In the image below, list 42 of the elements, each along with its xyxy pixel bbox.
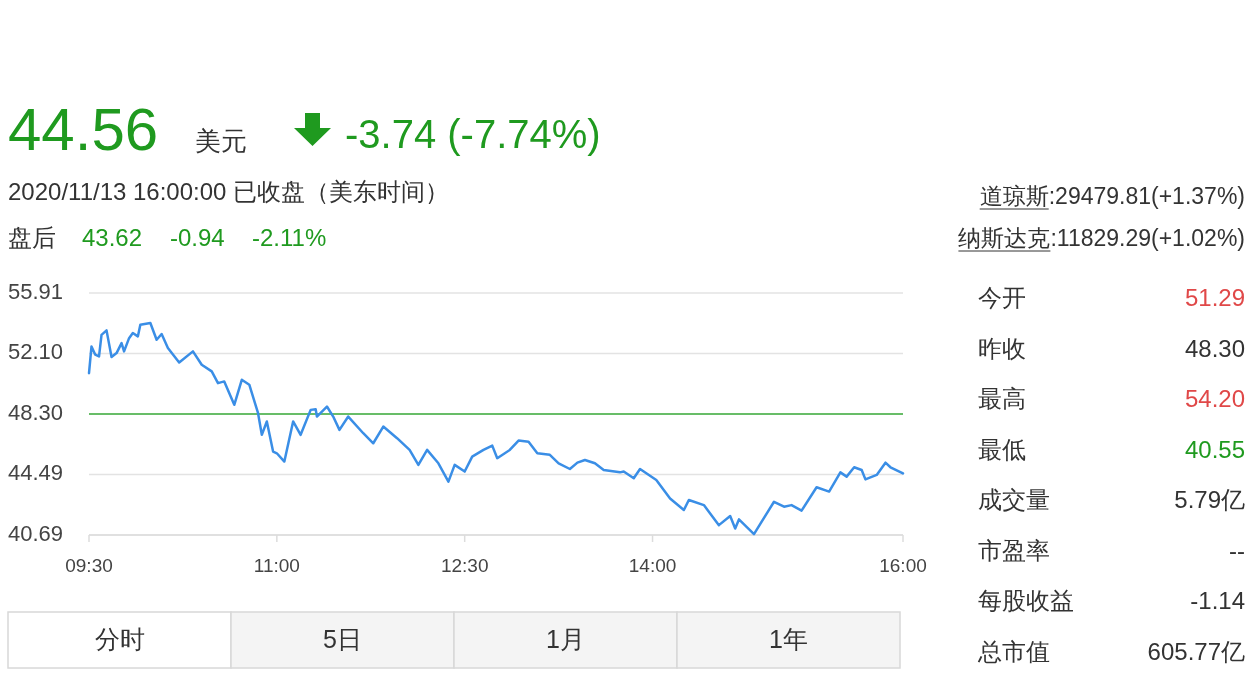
text: -0.94 [170, 224, 225, 251]
text: 51.29 [1184, 284, 1245, 311]
text: 每股收益 [978, 587, 1074, 614]
text: 昨收 [978, 334, 1026, 362]
text: 道琼斯 [979, 183, 1049, 209]
text: 成交量 [978, 486, 1050, 513]
y-tick-label: 48.30 [8, 399, 64, 425]
text: :29479.81(+1.37%) [1048, 183, 1245, 209]
text: -3.74 (-7.74%) [345, 112, 601, 156]
x-tick-label: 14:00 [628, 555, 677, 577]
y-tick-label: 44.49 [8, 460, 64, 486]
text: 总市值 [977, 637, 1050, 665]
text: 44.56 [8, 96, 159, 163]
text: -1.14 [1190, 587, 1245, 614]
text: 48.30 [1184, 334, 1245, 362]
x-tick-label: 16:00 [879, 555, 927, 577]
text: 盘后 [8, 224, 56, 251]
text: 605.77亿 [1147, 637, 1245, 665]
text: 5日 [323, 625, 362, 653]
text: 54.20 [1184, 385, 1245, 412]
text: :11829.29(+1.02%) [1050, 225, 1245, 251]
text: 2020/11/13 16:00:00 已收盘（美东时间） [8, 178, 450, 205]
text: 今开 [978, 284, 1026, 311]
text: 40.55 [1184, 435, 1245, 463]
y-tick-label: 52.10 [8, 339, 64, 365]
x-tick-label: 11:00 [253, 555, 300, 577]
text: 市盈率 [978, 536, 1050, 564]
y-tick-label: 40.69 [8, 520, 64, 546]
text: 最高 [978, 385, 1026, 412]
text: 43.62 [82, 224, 143, 251]
text: -- [1229, 536, 1245, 564]
text: 纳斯达克 [958, 225, 1051, 251]
y-tick-label: 55.91 [8, 278, 64, 304]
text: 最低 [978, 435, 1026, 463]
text: -2.11% [252, 224, 327, 251]
text: 1年 [769, 625, 808, 653]
text: 1月 [546, 625, 585, 653]
text: 5.79亿 [1174, 486, 1245, 513]
x-tick-label: 12:30 [440, 555, 489, 577]
x-tick-label: 09:30 [65, 555, 113, 577]
text: 美元 [195, 126, 247, 156]
text: 分时 [94, 625, 145, 653]
